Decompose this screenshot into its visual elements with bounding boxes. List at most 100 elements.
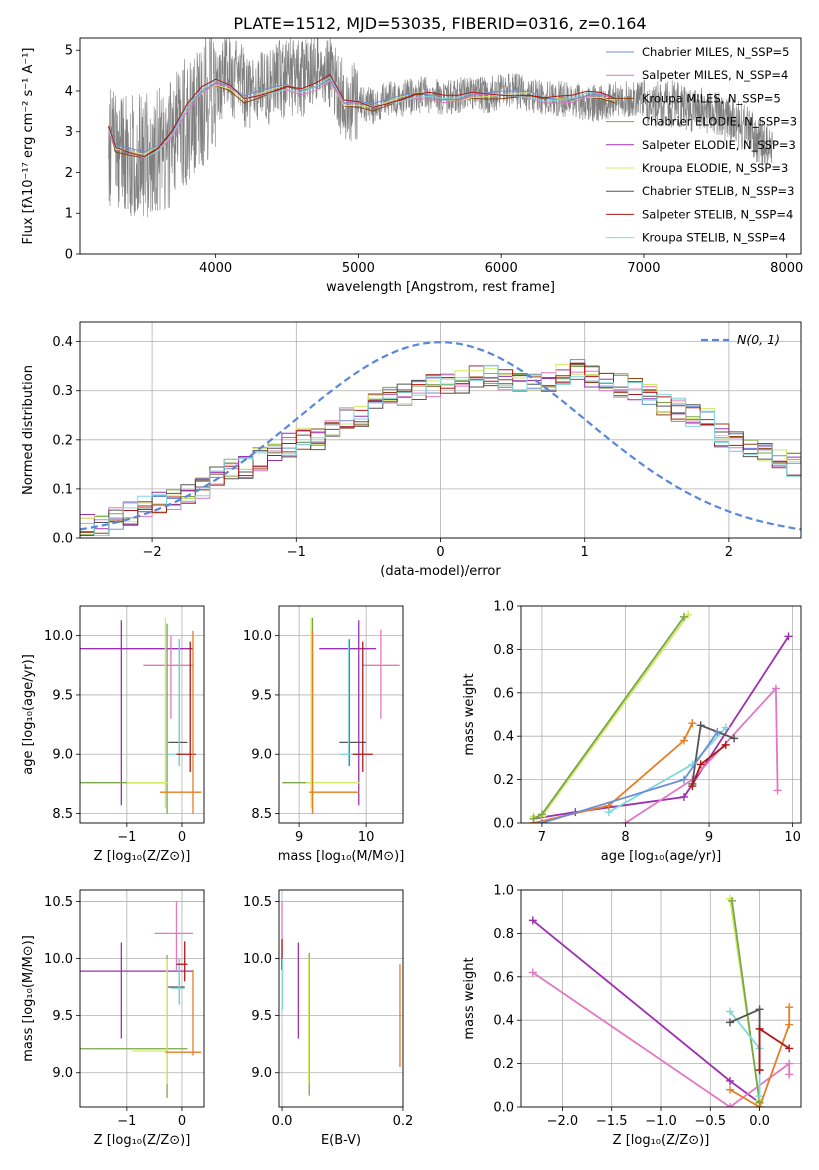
weight-point-marker	[696, 721, 705, 730]
residual-histogram-step	[80, 364, 801, 536]
weight-point-marker	[688, 782, 697, 791]
y-tick-label: 9.0	[251, 748, 272, 763]
y-tick-label: 0.1	[52, 482, 73, 497]
x-tick-label: −2	[143, 545, 162, 560]
x-axis-label: Z [log₁₀(Z/Z⊙)]	[94, 1133, 191, 1148]
weight-series-line	[731, 900, 761, 1103]
y-axis-label: age [log₁₀(age/yr)]	[21, 654, 36, 775]
x-tick-label: 0	[178, 830, 186, 845]
axes-frame	[79, 37, 802, 255]
weight-series-line	[532, 919, 761, 1104]
y-axis-label: Normed distribution	[21, 365, 36, 495]
x-tick-label: 0.2	[393, 1114, 414, 1129]
weight-point-marker	[528, 916, 537, 925]
axes-frame	[79, 889, 205, 1108]
weight-point-marker	[621, 819, 630, 823]
x-tick-label: −1	[117, 1114, 136, 1129]
x-tick-label: −1.0	[645, 1114, 677, 1129]
model-spectrum-line	[108, 74, 616, 158]
axes-frame	[520, 889, 802, 1108]
weight-point-marker	[785, 1020, 794, 1029]
x-tick-label: 8	[621, 830, 629, 845]
residual-histogram-step	[80, 369, 801, 530]
weight-point-marker	[726, 1076, 735, 1085]
y-tick-label: 1	[65, 207, 73, 222]
y-axis-label: mass weight	[462, 673, 477, 755]
legend-entry: Chabrier ELODIE, N_SSP=3	[642, 115, 797, 129]
weight-point-marker	[755, 1024, 764, 1033]
y-tick-label: 10.0	[44, 952, 73, 967]
x-tick-label: −1.5	[596, 1114, 628, 1129]
weight-point-marker	[755, 1005, 764, 1014]
legend-entry: Kroupa MILES, N_SSP=5	[642, 91, 781, 105]
x-tick-label: 9	[705, 830, 713, 845]
y-tick-label: 0.0	[493, 1101, 514, 1116]
y-axis-label: Flux [fλ10⁻¹⁷ erg cm⁻² s⁻¹ A⁻¹]	[21, 48, 36, 245]
legend-entry: Kroupa ELODIE, N_SSP=3	[642, 161, 788, 175]
data-spectrum-line	[108, 38, 773, 218]
y-tick-label: 10.0	[44, 629, 73, 644]
x-tick-label: −2.0	[547, 1114, 579, 1129]
legend-entry: Salpeter MILES, N_SSP=4	[642, 68, 788, 82]
x-tick-label: −0.5	[695, 1114, 727, 1129]
weight-point-marker	[713, 727, 722, 736]
figure-title: PLATE=1512, MJD=53035, FIBERID=0316, z=0…	[233, 14, 646, 33]
legend-entry: Salpeter ELODIE, N_SSP=3	[642, 138, 796, 152]
y-axis-label: mass weight	[462, 957, 477, 1039]
x-axis-label: age [log₁₀(age/yr)]	[601, 849, 722, 864]
plot-area	[281, 901, 401, 1096]
weight-series-line	[625, 686, 779, 823]
y-tick-label: 0.6	[493, 970, 514, 985]
y-tick-label: 0.6	[493, 686, 514, 701]
weight-vs-metallicity-plot: −2.0 −1.5 −1.0 −0.5 0.0 0.0 0.2 0.4 0.6 0.8 1.0 Z […	[462, 884, 802, 1148]
weight-point-marker	[785, 1070, 794, 1079]
weight-point-marker	[537, 810, 546, 819]
x-axis-label: (data-model)/error	[380, 564, 501, 579]
axes-frame	[79, 321, 802, 539]
x-tick-label: 7000	[627, 261, 660, 276]
legend-entry: Salpeter STELIB, N_SSP=4	[642, 207, 793, 221]
y-tick-label: 3	[65, 125, 73, 140]
weight-point-marker	[727, 896, 736, 905]
axes-frame	[278, 605, 404, 824]
x-axis-label: Z [log₁₀(Z/Z⊙)]	[94, 849, 191, 864]
weight-point-marker	[773, 786, 782, 795]
y-tick-label: 0	[65, 248, 73, 263]
y-tick-label: 9.0	[52, 1066, 73, 1081]
y-tick-label: 8.5	[52, 807, 73, 822]
y-tick-label: 10.5	[44, 895, 73, 910]
weight-series-line	[729, 1008, 761, 1071]
y-tick-label: 8.5	[251, 807, 272, 822]
residual-histogram-plot: −2 −1 0 1 2 0.0 0.1 0.2 0.3 0.4 (data-model)/error…	[21, 321, 802, 579]
weight-point-marker	[696, 760, 705, 769]
y-tick-label: 10.0	[243, 629, 272, 644]
weight-point-marker	[684, 610, 693, 619]
y-tick-label: 5	[65, 44, 73, 59]
weight-point-marker	[755, 1092, 764, 1101]
x-tick-label: 7	[538, 830, 546, 845]
axes-frame	[520, 605, 802, 824]
y-tick-label: 4	[65, 84, 73, 99]
y-tick-label: 10.5	[243, 895, 272, 910]
weight-point-marker	[755, 1066, 764, 1075]
x-tick-label: −1	[287, 545, 306, 560]
x-tick-label: 5000	[342, 261, 375, 276]
y-tick-label: 0.3	[52, 384, 73, 399]
x-axis-label: mass [log₁₀(M/M⊙)]	[278, 849, 405, 864]
y-tick-label: 0.8	[493, 927, 514, 942]
mass-vs-metallicity-plot: −1 0 9.0 9.5 10.0 10.5 Z [log₁₀(Z/Z⊙)] mass [lo…	[21, 889, 205, 1148]
plot-area	[108, 38, 773, 218]
spectrum-plot: 4000 5000 6000 7000 8000 0 1 2 3 4 5 wavelength [An…	[21, 37, 803, 295]
weight-point-marker	[528, 968, 537, 977]
legend-entry: N(0, 1)	[737, 332, 780, 347]
y-tick-label: 10.0	[243, 952, 272, 967]
y-tick-label: 1.0	[493, 600, 514, 615]
weight-point-marker	[537, 819, 546, 823]
weight-series-line	[533, 635, 790, 820]
x-axis-label: Z [log₁₀(Z/Z⊙)]	[613, 1133, 710, 1148]
y-tick-label: 9.5	[52, 1009, 73, 1024]
x-tick-label: −1	[117, 830, 136, 845]
age-vs-mass-plot: 9 10 8.5 9.0 9.5 10.0 mass [log₁₀(M/M⊙)]	[243, 605, 405, 864]
residual-histogram-step	[80, 359, 801, 536]
normal-curve	[80, 341, 801, 531]
